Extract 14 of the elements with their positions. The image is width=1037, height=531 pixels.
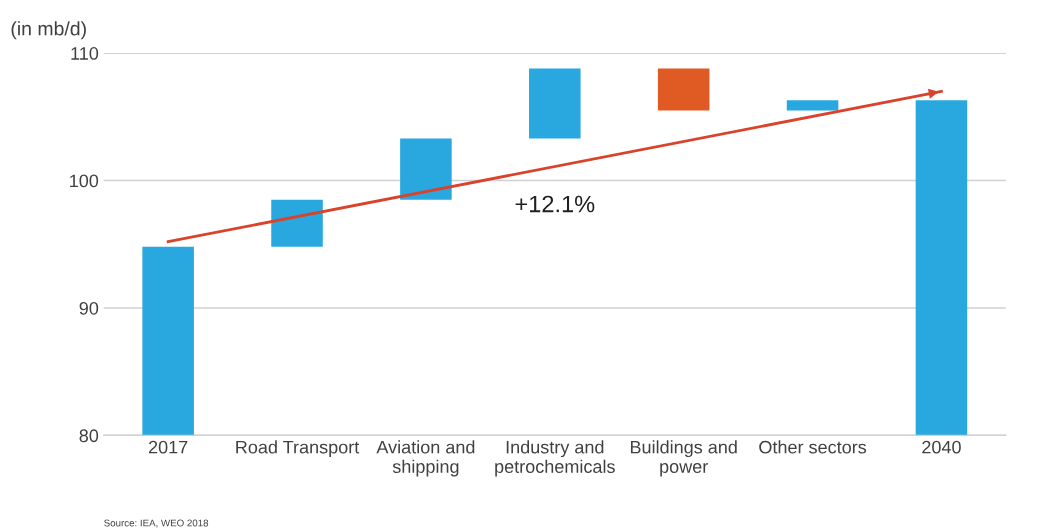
y-tick-label: 110: [71, 47, 99, 60]
y-axis-title: (in mb/d): [11, 21, 86, 40]
x-tick-label: Aviation and shipping: [376, 440, 475, 477]
x-tick-label: Buildings and power: [630, 440, 737, 477]
y-tick-label: 80: [79, 429, 99, 443]
annotation: +12.1%: [515, 195, 595, 213]
x-tick-label: Other sectors: [759, 440, 867, 454]
source-note: Source: IEA, WEO 2018: [104, 519, 209, 528]
y-tick-label: 90: [79, 301, 99, 315]
x-tick-label: 2017: [148, 440, 188, 454]
y-tick-label: 100: [70, 174, 99, 188]
x-tick-label: 2040: [922, 440, 961, 454]
x-tick-label: Industry and petrochemicals: [495, 440, 615, 477]
x-tick-label: Road Transport: [236, 440, 360, 458]
